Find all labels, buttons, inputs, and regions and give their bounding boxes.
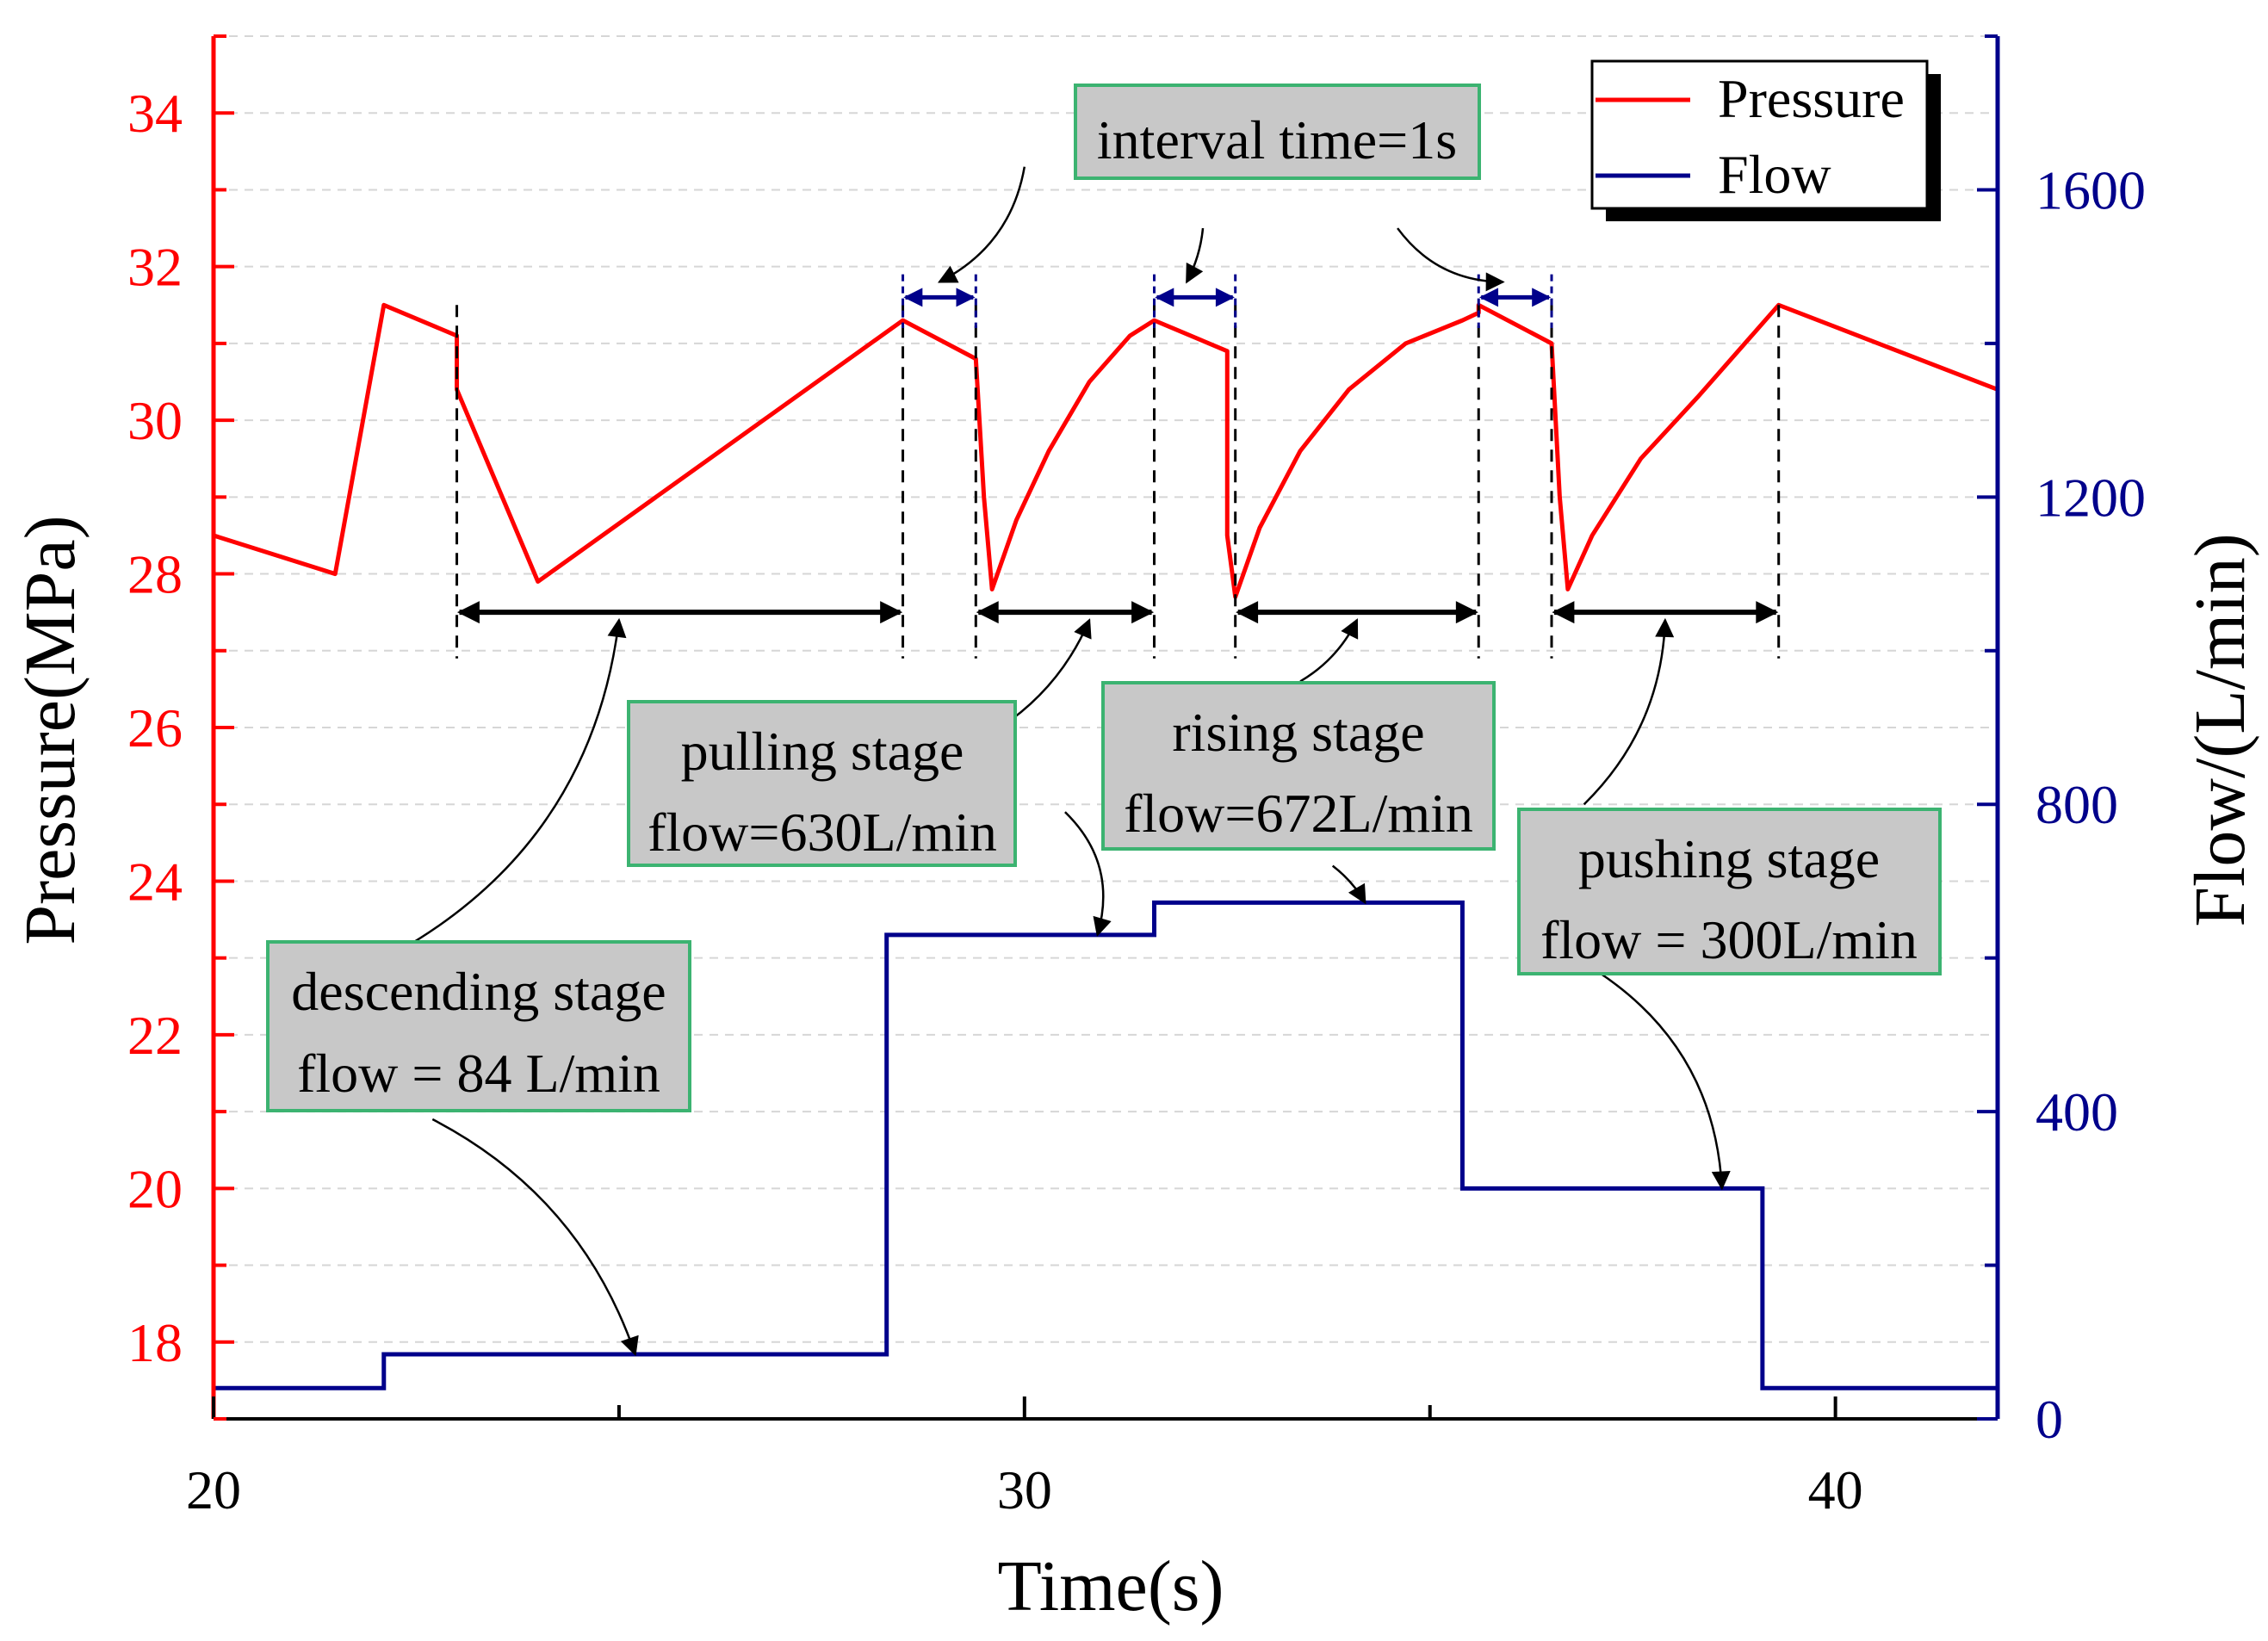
y2-tick-label: 800 <box>2036 774 2118 835</box>
annotation-pushing: pushing stage flow = 300L/min <box>1517 808 1942 975</box>
x-axis-title: Time(s) <box>998 1546 1224 1626</box>
annotation-arrow <box>1331 864 1366 905</box>
series-layer <box>213 302 1998 1390</box>
annotation-text: interval time=1s <box>1097 109 1457 170</box>
x-tick-label: 20 <box>186 1459 241 1520</box>
grid-layer <box>214 35 1998 1420</box>
annotation-arrow <box>1583 617 1675 806</box>
y2-tick-label: 400 <box>2036 1081 2118 1143</box>
annotation-arrow <box>1064 811 1112 938</box>
y-tick-label: 26 <box>127 697 183 759</box>
y2-tick-label: 0 <box>2036 1389 2063 1450</box>
y-tick-label: 32 <box>127 237 183 298</box>
x-tick-label: 40 <box>1808 1459 1863 1520</box>
annotation-box <box>266 940 691 1112</box>
annotation-text: pushing stage <box>1578 828 1880 889</box>
annotation-text: flow=630L/min <box>648 802 997 863</box>
y-tick-label: 22 <box>127 1005 183 1066</box>
y-tick-label: 28 <box>127 544 183 605</box>
annotation-layer: interval time=1s pulling stage flow=630L… <box>266 84 1942 1112</box>
series-pressure-line <box>213 302 1998 599</box>
annotation-arrow <box>1186 227 1205 284</box>
annotation-text: flow = 300L/min <box>1540 909 1918 970</box>
annotation-descending: descending stage flow = 84 L/min <box>266 940 691 1112</box>
annotation-box <box>1101 681 1496 851</box>
annotation-arrow <box>1397 227 1505 292</box>
y-tick-label: 30 <box>127 390 183 451</box>
annotation-text: flow = 84 L/min <box>297 1043 660 1104</box>
y-tick-label: 24 <box>127 851 183 912</box>
y-tick-label: 18 <box>127 1312 183 1373</box>
guide-layer <box>455 274 1781 659</box>
series-flow-line <box>214 900 1998 1390</box>
annotation-arrow <box>431 1118 639 1357</box>
y-tick-label: 20 <box>127 1158 183 1219</box>
annotation-arrow <box>1599 972 1731 1191</box>
annotation-arrow <box>937 166 1026 283</box>
legend-label-pressure: Pressure <box>1718 68 1905 129</box>
y2-axis-title: Flow/(L/min) <box>2180 533 2260 926</box>
y-axis-title: Pressure(MPa) <box>10 515 90 944</box>
annotation-box <box>627 700 1017 867</box>
annotation-pulling: pulling stage flow=630L/min <box>627 700 1017 867</box>
axes-layer: 20 30 40 18 20 22 24 26 28 30 32 34 0 400 800 1200 1600 <box>127 34 2146 1520</box>
annotation-interval: interval time=1s <box>1074 84 1481 180</box>
legend: Pressure Flow <box>1590 59 1941 221</box>
annotation-text: rising stage <box>1172 702 1424 763</box>
legend-label-flow: Flow <box>1718 144 1831 205</box>
annotation-text: descending stage <box>291 961 666 1022</box>
annotation-text: flow=672L/min <box>1124 783 1473 844</box>
annotation-arrow <box>399 617 627 951</box>
annotation-arrow <box>1299 618 1359 683</box>
legend-box <box>1590 59 1929 210</box>
annotation-box <box>1517 808 1942 975</box>
annotation-box <box>1074 84 1481 180</box>
y2-tick-label: 1200 <box>2036 467 2146 528</box>
x-tick-label: 30 <box>997 1459 1052 1520</box>
y-tick-label: 34 <box>127 83 183 144</box>
y2-tick-label: 1600 <box>2036 159 2146 220</box>
annotation-rising: rising stage flow=672L/min <box>1101 681 1496 851</box>
annotation-text: pulling stage <box>681 721 964 782</box>
